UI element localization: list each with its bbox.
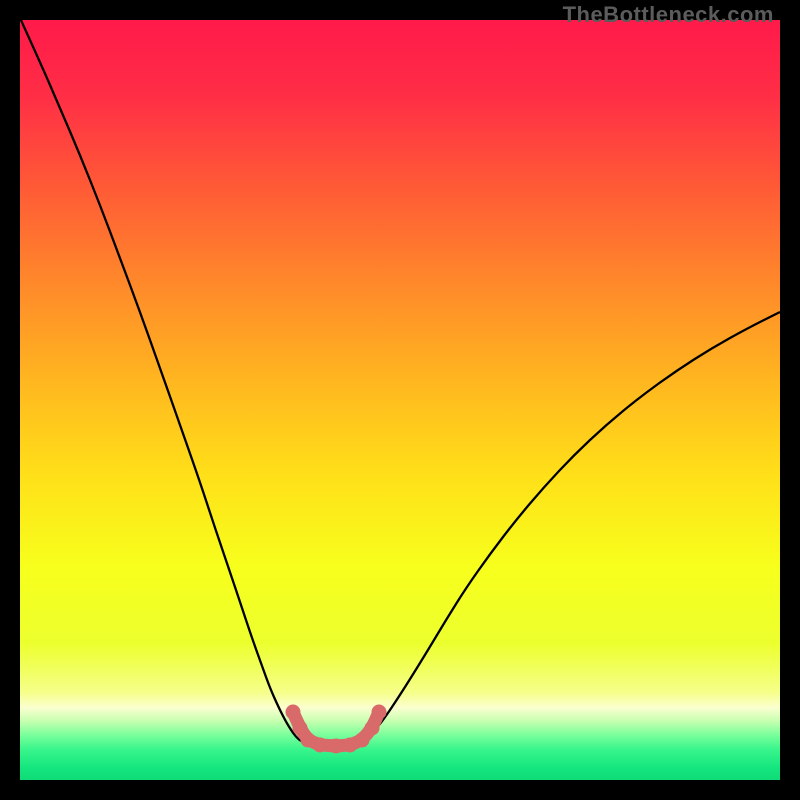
heat-gradient-background [20, 20, 780, 780]
watermark-label: TheBottleneck.com [563, 2, 774, 28]
bottleneck-chart [0, 0, 800, 800]
